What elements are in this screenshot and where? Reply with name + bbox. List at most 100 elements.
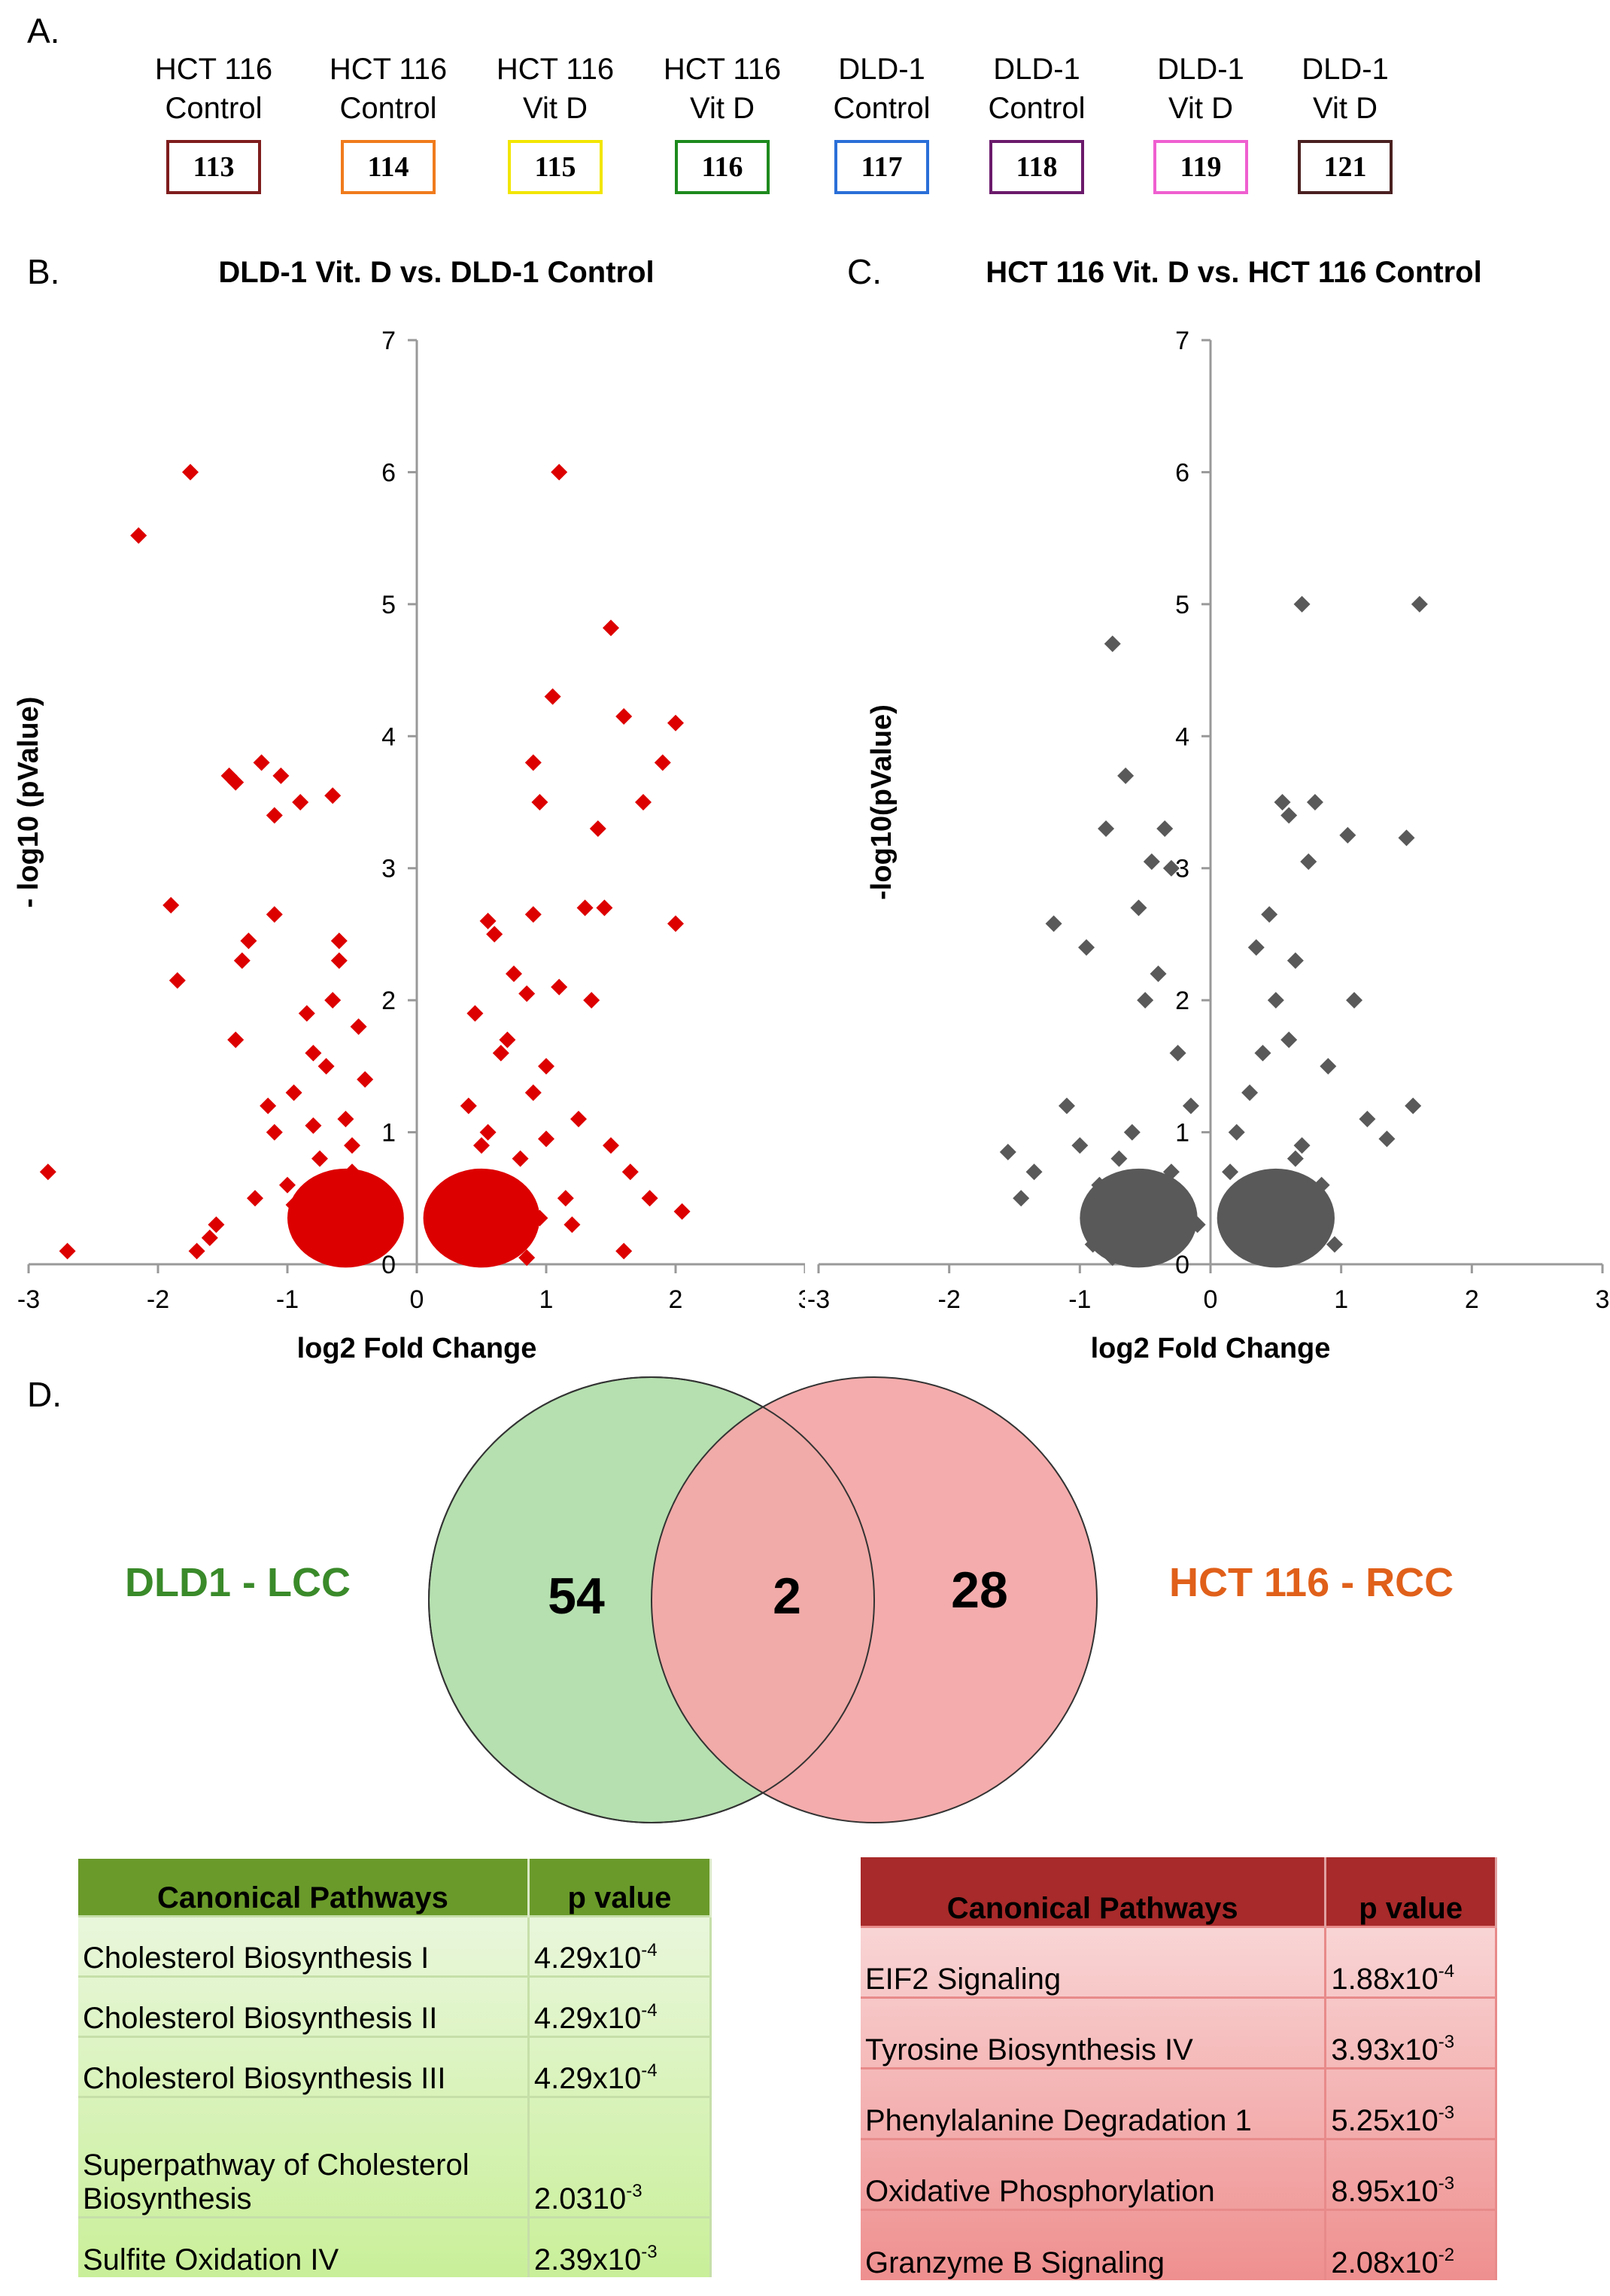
sample-label-line2: Vit D: [1168, 92, 1233, 125]
table-row: Sulfite Oxidation IV 2.39x10-3: [78, 2215, 712, 2277]
data-point: [667, 714, 684, 731]
data-point: [479, 1124, 497, 1141]
data-point: [1130, 899, 1147, 917]
data-point: [538, 1057, 554, 1075]
data-point: [1117, 767, 1135, 784]
p-value-exponent: -3: [1438, 2031, 1455, 2052]
data-point: [596, 899, 613, 917]
data-point: [551, 464, 568, 481]
data-point: [182, 464, 199, 481]
data-point: [473, 1137, 490, 1154]
data-point: [1025, 1163, 1043, 1181]
data-point: [1405, 1097, 1422, 1115]
panel-d-letter: D.: [27, 1375, 62, 1414]
data-point: [1143, 853, 1160, 870]
data-point: [1254, 1045, 1271, 1062]
data-point: [518, 985, 536, 1002]
chart-c-title: HCT 116 Vit. D vs. HCT 116 Control: [986, 256, 1482, 289]
p-value-exponent: -4: [1438, 1960, 1455, 1981]
p-value-exponent: -4: [641, 1939, 658, 1960]
data-point: [330, 932, 348, 950]
data-point: [298, 1005, 315, 1022]
data-point: [285, 1084, 302, 1101]
p-value-base: 3.93x10: [1331, 2033, 1438, 2066]
sample-tag-box: 117: [834, 140, 929, 194]
sample-label-line2: Control: [988, 92, 1086, 125]
table-row: Oxidative Phosphorylation 8.95x10-3: [861, 2137, 1497, 2209]
data-point: [240, 932, 257, 950]
data-point: [39, 1163, 56, 1181]
data-point: [266, 906, 283, 923]
chart-b-title: DLD-1 Vit. D vs. DLD-1 Control: [218, 256, 655, 289]
data-point: [1156, 820, 1174, 838]
venn-diagram: [428, 1376, 1098, 1823]
data-point: [1241, 1084, 1259, 1101]
data-point: [1300, 853, 1317, 870]
data-point: [570, 1111, 587, 1128]
y-axis-label: - log10 (pValue): [13, 697, 44, 908]
y-tick-label: 0: [381, 1251, 396, 1279]
y-tick-label: 2: [1175, 987, 1189, 1015]
venn-left-count: 54: [548, 1568, 605, 1625]
data-point: [603, 1137, 619, 1154]
data-point: [1071, 1137, 1089, 1154]
table-header-p: p value: [528, 1859, 712, 1916]
data-point: [1306, 794, 1323, 810]
data-point: [227, 1031, 245, 1048]
data-point: [188, 1242, 205, 1260]
y-tick-label: 0: [1175, 1251, 1189, 1279]
table-row: Cholesterol Biosynthesis III 4.29x10-4: [78, 2035, 712, 2097]
data-point: [59, 1242, 76, 1260]
data-point: [1150, 966, 1167, 983]
sample-label-line1: DLD-1: [1302, 53, 1389, 86]
x-tick-label: 3: [1596, 1285, 1610, 1314]
data-point: [1286, 1150, 1304, 1167]
sample-tag-box: 118: [989, 140, 1084, 194]
data-point: [1293, 1137, 1311, 1154]
pathway-name: Cholesterol Biosynthesis II: [78, 1975, 530, 2036]
y-tick-label: 4: [381, 722, 396, 751]
sample-tag-box: 115: [508, 140, 603, 194]
data-point: [512, 1150, 529, 1167]
x-tick-label: -3: [17, 1285, 40, 1314]
sample-label-line1: HCT 116: [329, 53, 448, 86]
sample-tag-box: 114: [341, 140, 436, 194]
data-point: [667, 915, 684, 932]
y-tick-label: 5: [1175, 591, 1189, 619]
data-point: [266, 807, 283, 824]
x-tick-label: -2: [938, 1285, 961, 1314]
data-point: [279, 1176, 296, 1194]
p-value-exponent: -3: [641, 2242, 658, 2262]
p-value: 2.39x10-3: [528, 2215, 712, 2277]
data-point: [1359, 1111, 1376, 1128]
data-point: [576, 899, 594, 917]
venn-right-label: HCT 116 - RCC: [1169, 1560, 1454, 1605]
y-tick-label: 1: [381, 1119, 396, 1148]
p-value: 4.29x10-4: [528, 1975, 712, 2036]
x-axis-label: log2 Fold Change: [297, 1333, 537, 1364]
data-point: [305, 1117, 322, 1134]
data-point: [292, 794, 309, 810]
data-point: [538, 1130, 554, 1148]
table-row: Cholesterol Biosynthesis I 4.29x10-4: [78, 1914, 712, 1976]
y-tick-label: 4: [1175, 722, 1189, 751]
x-tick-label: -1: [276, 1285, 299, 1314]
p-value-exponent: -3: [1438, 2102, 1455, 2123]
data-point: [330, 952, 348, 969]
data-point: [253, 754, 270, 771]
data-point: [999, 1143, 1016, 1160]
data-point: [1228, 1124, 1245, 1141]
data-point: [524, 754, 542, 771]
data-point-cluster: [1080, 1168, 1198, 1268]
table-row: EIF2 Signaling 1.88x10-4: [861, 1925, 1497, 1997]
data-point: [1098, 820, 1115, 838]
p-value-base: 2.39x10: [533, 2243, 642, 2276]
p-value-exponent: -3: [626, 2180, 642, 2201]
sample-label-line1: DLD-1: [993, 53, 1080, 86]
y-tick-label: 3: [381, 855, 396, 883]
data-point: [1261, 906, 1278, 923]
data-point: [227, 774, 245, 791]
data-point: [1293, 595, 1311, 613]
data-point: [1169, 1045, 1186, 1062]
data-point: [1104, 635, 1121, 652]
